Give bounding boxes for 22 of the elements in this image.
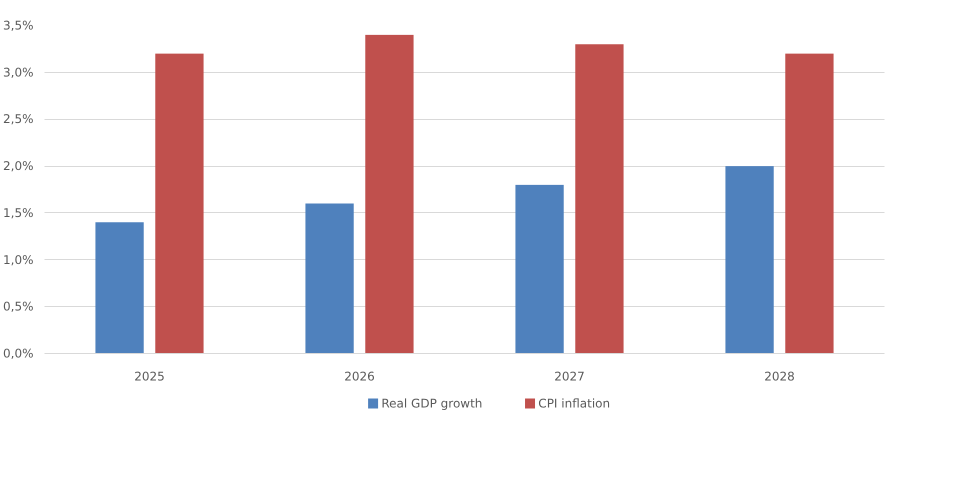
bar — [785, 54, 834, 354]
x-tick-label: 2028 — [764, 370, 795, 384]
x-tick-label: 2025 — [134, 370, 165, 384]
legend-label: CPI inflation — [538, 396, 610, 410]
x-tick-label: 2026 — [344, 370, 375, 384]
bar — [515, 184, 564, 354]
y-tick-label: 1,5% — [3, 206, 34, 220]
bar — [575, 44, 624, 354]
bar — [95, 222, 144, 354]
bar — [365, 34, 414, 354]
y-tick-label: 0,5% — [3, 300, 34, 314]
bar — [155, 54, 204, 354]
y-tick-label: 1,0% — [3, 252, 34, 267]
legend-label: Real GDP growth — [381, 396, 482, 410]
y-tick-label: 3,0% — [3, 65, 34, 80]
y-tick-label: 0,0% — [3, 346, 34, 360]
bar — [305, 204, 354, 354]
y-tick-label: 2,5% — [3, 112, 34, 126]
y-tick-label: 3,5% — [3, 18, 34, 32]
bar — [725, 166, 774, 354]
x-tick-label: 2027 — [554, 370, 585, 384]
y-tick-label: 2,0% — [3, 159, 34, 174]
